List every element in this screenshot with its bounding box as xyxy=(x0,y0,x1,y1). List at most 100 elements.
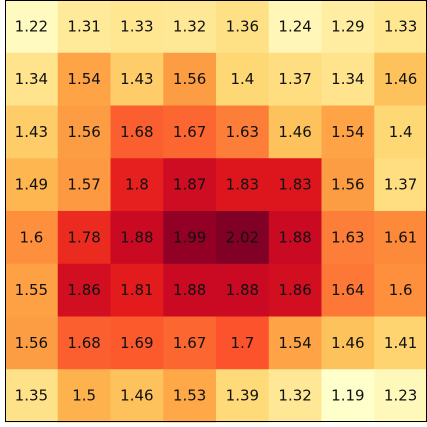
cell-value-label-r6-c5: 1.54 xyxy=(278,334,311,352)
cell-value-label-r1-c2: 1.43 xyxy=(120,70,153,88)
cell-value-label-r7-c7: 1.23 xyxy=(384,387,417,405)
cell-value-label-r7-c2: 1.46 xyxy=(120,387,153,405)
cell-value-label-r6-c1: 1.68 xyxy=(67,334,100,352)
cell-value-label-r5-c1: 1.86 xyxy=(67,281,100,299)
heatmap-cell-r6-c3 xyxy=(163,316,217,370)
heatmap-cell-r5-c5 xyxy=(268,263,322,317)
heatmap-cell-r4-c6 xyxy=(321,211,375,265)
heatmap-cell-r3-c0 xyxy=(5,158,59,212)
cell-value-label-r5-c4: 1.88 xyxy=(226,281,259,299)
heatmap-cell-r5-c6 xyxy=(321,263,375,317)
heatmap-cell-r5-c0 xyxy=(5,263,59,317)
cell-value-label-r1-c4: 1.4 xyxy=(230,70,254,88)
heatmap-cell-r2-c0 xyxy=(5,105,59,159)
cell-value-label-r7-c6: 1.19 xyxy=(331,387,364,405)
cell-value-label-r4-c4: 2.02 xyxy=(226,228,259,246)
cell-value-label-r3-c4: 1.83 xyxy=(226,176,259,194)
cell-value-label-r4-c2: 1.88 xyxy=(120,228,153,246)
cell-value-label-r7-c3: 1.53 xyxy=(173,387,206,405)
heatmap-cell-r1-c4 xyxy=(216,52,270,106)
heatmap-cell-r0-c2 xyxy=(110,0,164,54)
heatmap-cell-r4-c1 xyxy=(57,211,111,265)
heatmap-cell-labels: 1.22 1.31 1.33 1.32 1.36 1.24 1.29 1.33 1.34 1.54… xyxy=(15,17,418,404)
heatmap-cell-r3-c4 xyxy=(216,158,270,212)
cell-value-label-r6-c4: 1.7 xyxy=(230,334,254,352)
cell-value-label-r5-c6: 1.64 xyxy=(331,281,364,299)
heatmap-cell-r7-c6 xyxy=(321,369,375,423)
cell-value-label-r6-c0: 1.56 xyxy=(15,334,48,352)
heatmap-cell-r0-c6 xyxy=(321,0,375,54)
heatmap-cell-r2-c3 xyxy=(163,105,217,159)
heatmap-cell-r3-c1 xyxy=(57,158,111,212)
heatmap-cell-r7-c5 xyxy=(268,369,322,423)
cell-value-label-r4-c6: 1.63 xyxy=(331,228,364,246)
cell-value-label-r4-c3: 1.99 xyxy=(173,228,206,246)
heatmap-cell-r7-c3 xyxy=(163,369,217,423)
cell-value-label-r1-c0: 1.34 xyxy=(15,70,48,88)
cell-value-label-r7-c5: 1.32 xyxy=(278,387,311,405)
heatmap-cell-r3-c7 xyxy=(374,158,427,212)
heatmap-cell-r6-c2 xyxy=(110,316,164,370)
heatmap-cell-r6-c5 xyxy=(268,316,322,370)
heatmap-cell-r3-c5 xyxy=(268,158,322,212)
cell-value-label-r3-c2: 1.8 xyxy=(125,176,149,194)
heatmap-cell-r0-c7 xyxy=(374,0,427,54)
cell-value-label-r2-c1: 1.56 xyxy=(67,123,100,141)
cell-value-label-r2-c5: 1.46 xyxy=(278,123,311,141)
heatmap-cell-r6-c7 xyxy=(374,316,427,370)
heatmap-cell-r2-c6 xyxy=(321,105,375,159)
heatmap-cell-r0-c1 xyxy=(57,0,111,54)
heatmap-cell-r1-c1 xyxy=(57,52,111,106)
cell-value-label-r0-c7: 1.33 xyxy=(384,17,417,35)
heatmap-cell-r1-c7 xyxy=(374,52,427,106)
heatmap-cell-r4-c2 xyxy=(110,211,164,265)
heatmap-cells xyxy=(5,0,427,423)
cell-value-label-r7-c1: 1.5 xyxy=(72,387,96,405)
cell-value-label-r0-c2: 1.33 xyxy=(120,17,153,35)
cell-value-label-r1-c3: 1.56 xyxy=(173,70,206,88)
heatmap-cell-r7-c0 xyxy=(5,369,59,423)
cell-value-label-r2-c7: 1.4 xyxy=(389,123,413,141)
heatmap-cell-r5-c1 xyxy=(57,263,111,317)
heatmap-cell-r6-c6 xyxy=(321,316,375,370)
cell-value-label-r2-c2: 1.68 xyxy=(120,123,153,141)
cell-value-label-r1-c7: 1.46 xyxy=(384,70,417,88)
cell-value-label-r0-c1: 1.31 xyxy=(67,17,100,35)
cell-value-label-r4-c1: 1.78 xyxy=(67,228,100,246)
heatmap-cell-r4-c4 xyxy=(216,211,270,265)
heatmap-cell-r5-c7 xyxy=(374,263,427,317)
heatmap-cell-r2-c4 xyxy=(216,105,270,159)
heatmap-cell-r3-c6 xyxy=(321,158,375,212)
cell-value-label-r7-c0: 1.35 xyxy=(15,387,48,405)
cell-value-label-r5-c0: 1.55 xyxy=(15,281,48,299)
heatmap-cell-r0-c0 xyxy=(5,0,59,54)
cell-value-label-r4-c7: 1.61 xyxy=(384,228,417,246)
heatmap-cell-r2-c5 xyxy=(268,105,322,159)
cell-value-label-r4-c0: 1.6 xyxy=(19,228,43,246)
heatmap-cell-r6-c0 xyxy=(5,316,59,370)
cell-value-label-r4-c5: 1.88 xyxy=(278,228,311,246)
heatmap-cell-r3-c3 xyxy=(163,158,217,212)
heatmap-cell-r5-c2 xyxy=(110,263,164,317)
cell-value-label-r6-c2: 1.69 xyxy=(120,334,153,352)
cell-value-label-r1-c1: 1.54 xyxy=(67,70,100,88)
cell-value-label-r3-c0: 1.49 xyxy=(15,176,48,194)
heatmap-cell-r0-c3 xyxy=(163,0,217,54)
heatmap-cell-r5-c4 xyxy=(216,263,270,317)
cell-value-label-r0-c0: 1.22 xyxy=(15,17,48,35)
heatmap-cell-r2-c1 xyxy=(57,105,111,159)
heatmap-cell-r1-c0 xyxy=(5,52,59,106)
heatmap-cell-r1-c3 xyxy=(163,52,217,106)
heatmap-cell-r4-c5 xyxy=(268,211,322,265)
cell-value-label-r3-c6: 1.56 xyxy=(331,176,364,194)
heatmap-cell-r4-c7 xyxy=(374,211,427,265)
cell-value-label-r5-c2: 1.81 xyxy=(120,281,153,299)
cell-value-label-r3-c7: 1.37 xyxy=(384,176,417,194)
cell-value-label-r6-c6: 1.46 xyxy=(331,334,364,352)
heatmap-cell-r5-c3 xyxy=(163,263,217,317)
cell-value-label-r2-c3: 1.67 xyxy=(173,123,206,141)
cell-value-label-r2-c6: 1.54 xyxy=(331,123,364,141)
heatmap-cell-r6-c4 xyxy=(216,316,270,370)
cell-value-label-r6-c3: 1.67 xyxy=(173,334,206,352)
